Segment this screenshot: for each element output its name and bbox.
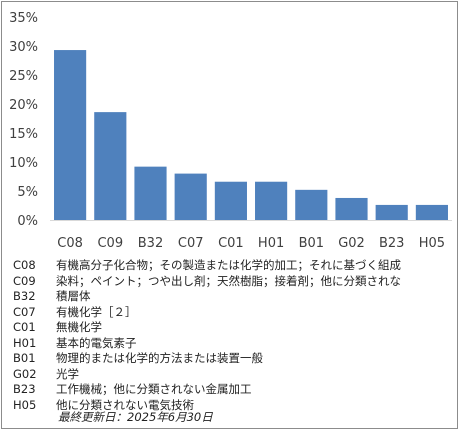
bar-chart: 0% 5% 10% 15% 20% 25% 30% 35% C08 C09 B32 C07 C01 H0… [9, 11, 452, 251]
y-tick-label: 35% [9, 11, 38, 26]
bar [255, 181, 288, 220]
legend-description: 有機化学［２］ [56, 304, 137, 319]
legend-row: C09 染料；ペイント；つや出し剤；天然樹脂；接着剤；他に分類されな [13, 274, 453, 290]
legend-description: 基本的電気素子 [56, 335, 137, 350]
bar [335, 197, 368, 220]
legend-row: B01 物理的または化学的方法または装置一般 [13, 351, 453, 367]
legend-description: 無機化学 [56, 320, 102, 334]
legend-code: B32 [13, 289, 36, 303]
x-tick-label: C01 [218, 236, 244, 251]
y-tick-label: 30% [9, 40, 38, 55]
legend-row: H01 基本的電気素子 [13, 336, 453, 352]
x-tick-label: B23 [379, 236, 404, 251]
legend-code: G02 [13, 366, 37, 381]
bar [295, 189, 328, 220]
legend-description: 積層体 [56, 289, 91, 303]
legend-description: 他に分類されない電気技術 [56, 397, 194, 412]
y-tick-label: 15% [9, 127, 38, 142]
x-tick-label: H01 [258, 236, 284, 251]
x-tick-label: H05 [419, 236, 445, 251]
last-updated-note: 最終更新日：2025年6月30日 [58, 410, 213, 424]
legend-code: C01 [13, 320, 36, 334]
legend-row: B32 積層体 [13, 289, 453, 305]
bar [54, 50, 87, 221]
bar [174, 173, 207, 220]
bars [54, 50, 448, 221]
bar [375, 204, 408, 220]
y-axis: 0% 5% 10% 15% 20% 25% 30% 35% [9, 11, 38, 229]
x-tick-label: C09 [97, 236, 123, 251]
legend-row: G02 光学 [13, 367, 453, 383]
bar [415, 204, 448, 220]
legend-code: H01 [13, 335, 37, 350]
x-tick-label: C07 [178, 236, 204, 251]
legend-code: H05 [13, 397, 37, 412]
y-tick-label: 0% [17, 214, 38, 229]
legend-row: C07 有機化学［２］ [13, 305, 453, 321]
bar [94, 112, 127, 220]
legend-description: 光学 [56, 366, 79, 381]
legend-description: 工作機械；他に分類されない金属加工 [56, 382, 252, 396]
legend-code: C09 [13, 273, 36, 288]
legend-code: C07 [13, 304, 36, 319]
y-tick-label: 20% [9, 98, 38, 113]
legend-code: B01 [13, 351, 36, 365]
y-tick-label: 5% [17, 185, 38, 200]
y-tick-label: 10% [9, 156, 38, 171]
legend-row: C01 無機化学 [13, 320, 453, 336]
legend-row: B23 工作機械；他に分類されない金属加工 [13, 382, 453, 398]
legend-row: H05 他に分類されない電気技術 [13, 398, 453, 414]
legend-description: 有機高分子化合物；その製造または化学的加工；それに基づく組成 [56, 258, 401, 272]
bar [134, 166, 167, 220]
category-legend: C08 有機高分子化合物；その製造または化学的加工；それに基づく組成 C09 染料；… [13, 258, 453, 413]
x-tick-label: G02 [338, 236, 365, 251]
legend-code: B23 [13, 382, 36, 396]
legend-description: 染料；ペイント；つや出し剤；天然樹脂；接着剤；他に分類されな [56, 273, 401, 288]
legend-description: 物理的または化学的方法または装置一般 [56, 351, 263, 365]
x-axis: C08 C09 B32 C07 C01 H01 B01 G02 B23 H05 [50, 220, 452, 251]
legend-code: C08 [13, 258, 36, 272]
legend-row: C08 有機高分子化合物；その製造または化学的加工；それに基づく組成 [13, 258, 453, 274]
y-tick-label: 25% [9, 69, 38, 84]
bar [214, 181, 247, 220]
x-tick-label: B01 [299, 236, 324, 251]
x-tick-label: C08 [57, 236, 83, 251]
x-tick-label: B32 [138, 236, 163, 251]
